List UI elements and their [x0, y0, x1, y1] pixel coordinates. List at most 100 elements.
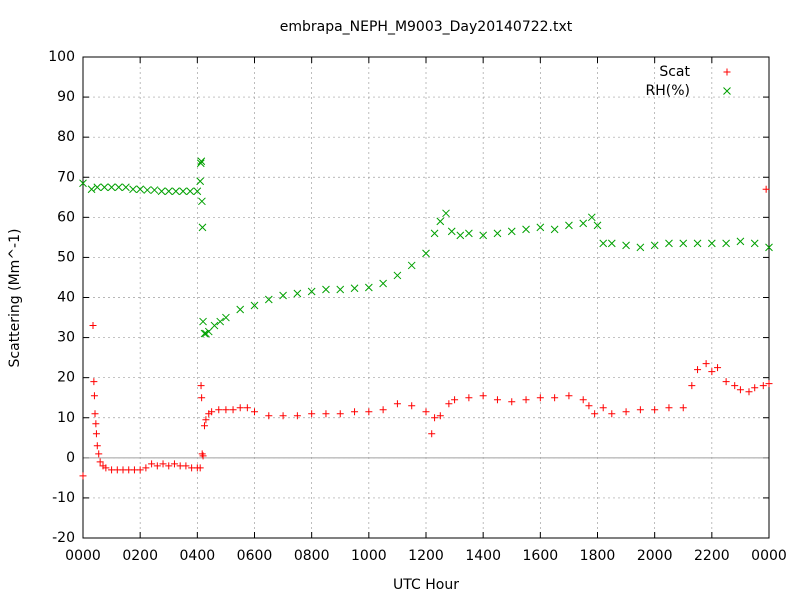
- data-point: [308, 410, 316, 418]
- data-point: [243, 404, 251, 412]
- x-tick-label: 1600: [523, 548, 559, 564]
- y-tick-label: 70: [57, 169, 75, 185]
- data-point: [722, 239, 730, 248]
- data-point: [507, 227, 516, 236]
- data-point: [493, 229, 502, 238]
- data-point: [587, 213, 596, 222]
- x-tick-label: 1000: [351, 548, 387, 564]
- data-point: [208, 408, 216, 416]
- data-point: [164, 187, 173, 196]
- y-axis-label: Scattering (Mm^-1): [7, 229, 23, 368]
- data-point: [593, 221, 602, 230]
- data-point: [199, 452, 207, 460]
- data-point: [708, 368, 716, 376]
- data-point: [91, 410, 99, 418]
- data-point: [436, 412, 444, 420]
- data-point: [142, 464, 150, 472]
- x-tick-label: 2200: [694, 548, 730, 564]
- data-point: [172, 187, 180, 196]
- data-point: [393, 271, 402, 280]
- x-tick-label: 0800: [294, 548, 330, 564]
- data-point: [351, 408, 359, 416]
- data-point: [651, 406, 659, 414]
- plot-frame: [82, 56, 770, 539]
- data-point: [150, 186, 159, 194]
- data-point: [153, 462, 161, 470]
- data-point: [148, 460, 156, 468]
- legend-label: RH(%): [646, 83, 690, 99]
- data-point: [236, 305, 245, 314]
- data-point: [722, 378, 730, 386]
- data-point: [322, 410, 330, 418]
- data-point: [196, 177, 205, 186]
- data-point: [96, 458, 104, 466]
- data-point: [197, 382, 205, 390]
- data-point: [182, 462, 190, 470]
- data-point: [762, 185, 770, 193]
- data-point: [536, 223, 545, 232]
- data-point: [114, 183, 123, 192]
- data-point: [736, 237, 745, 246]
- data-point: [607, 239, 616, 248]
- data-point: [522, 396, 530, 404]
- data-point: [759, 382, 767, 390]
- data-point: [79, 179, 87, 188]
- data-point: [102, 464, 110, 472]
- data-point: [122, 183, 130, 192]
- data-point: [465, 229, 473, 238]
- data-point: [193, 187, 202, 196]
- x-tick-label: 0200: [122, 548, 158, 564]
- data-point: [199, 317, 207, 326]
- x-tick-label: 0400: [180, 548, 216, 564]
- data-point: [365, 408, 373, 416]
- data-point: [442, 209, 450, 218]
- data-point: [579, 219, 588, 228]
- data-point: [465, 394, 473, 402]
- data-point: [428, 430, 436, 438]
- data-point: [165, 462, 173, 470]
- x-tick-label: 1400: [465, 548, 501, 564]
- y-tick-label: 60: [57, 209, 75, 225]
- data-point: [622, 241, 630, 250]
- data-point: [264, 295, 273, 304]
- data-point: [585, 402, 593, 410]
- data-point: [393, 400, 401, 408]
- data-point: [599, 404, 607, 412]
- y-tick-label: 40: [57, 290, 75, 306]
- data-point: [129, 185, 137, 194]
- data-point: [92, 430, 100, 438]
- data-point: [591, 410, 599, 418]
- data-point: [136, 466, 144, 474]
- data-point: [196, 159, 205, 168]
- data-point: [694, 366, 702, 374]
- data-point: [579, 396, 587, 404]
- data-point: [222, 313, 230, 322]
- data-point: [765, 243, 773, 252]
- data-point: [679, 239, 688, 248]
- data-point: [79, 472, 87, 480]
- data-point: [210, 321, 219, 330]
- data-point: [87, 185, 96, 194]
- data-point: [622, 408, 630, 416]
- data-point: [350, 284, 359, 293]
- data-point: [198, 223, 207, 232]
- data-point: [636, 406, 644, 414]
- data-point: [665, 239, 673, 248]
- data-point: [89, 322, 97, 330]
- data-point: [157, 187, 166, 196]
- data-point: [408, 402, 416, 410]
- y-tick-label: 0: [66, 450, 75, 466]
- y-tick-label: 10: [57, 410, 75, 426]
- data-point: [599, 239, 608, 248]
- x-tick-label: 0600: [237, 548, 273, 564]
- data-point: [493, 396, 501, 404]
- x-tick-label: 0000: [65, 548, 101, 564]
- data-point: [222, 406, 230, 414]
- data-point: [707, 239, 716, 248]
- data-point: [665, 404, 673, 412]
- legend-label: Scat: [659, 64, 690, 80]
- data-point: [765, 380, 773, 388]
- x-axis-label: UTC Hour: [393, 577, 459, 593]
- data-point: [336, 410, 344, 418]
- data-point: [216, 317, 225, 326]
